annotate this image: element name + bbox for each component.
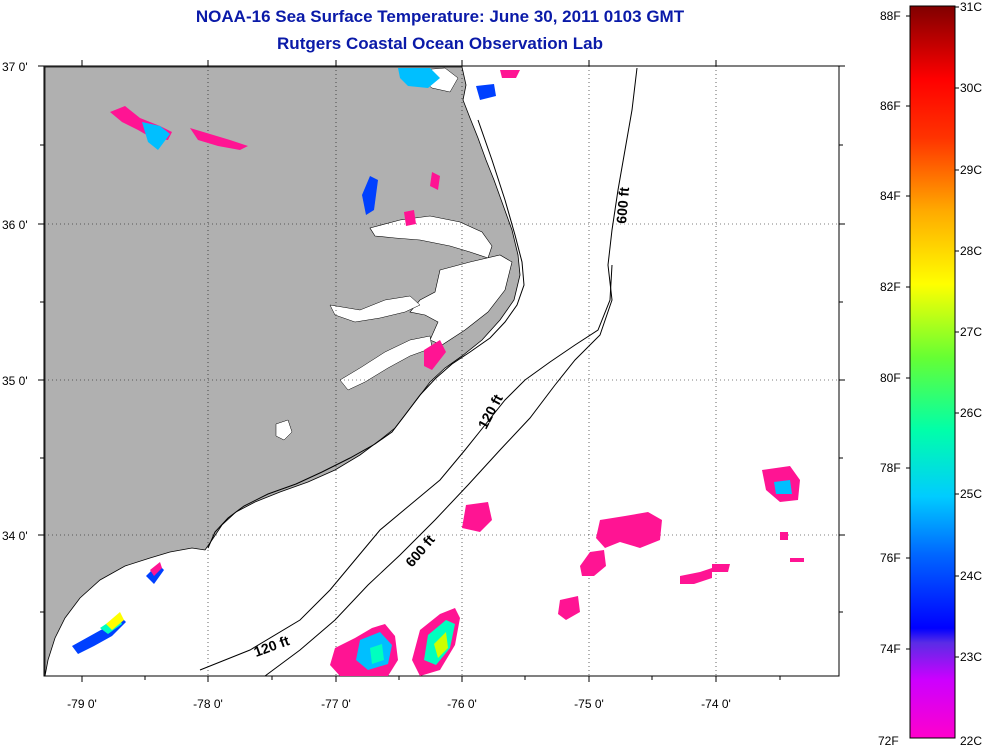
coastline-south <box>207 394 421 549</box>
lon-label-74: -74 0' <box>701 697 731 711</box>
sst-patches <box>72 68 804 676</box>
lon-label-76: -76 0' <box>447 697 477 711</box>
colorbar: 88F 86F 84F 82F 80F 78F 76F 74F 72F 31C … <box>878 0 982 748</box>
lat-label-37: 37 0' <box>2 60 28 74</box>
lon-label-75: -75 0' <box>574 697 604 711</box>
land-mass <box>44 66 521 677</box>
contour-120ft <box>199 264 613 671</box>
cb-f-82: 82F <box>880 280 901 294</box>
map-subtitle: Rutgers Coastal Ocean Observation Lab <box>277 34 603 53</box>
cb-c-28: 28C <box>960 244 982 258</box>
cb-c-25: 25C <box>960 487 982 501</box>
lon-label-79: -79 0' <box>67 697 97 711</box>
cb-c-31: 31C <box>960 0 982 14</box>
lake <box>275 419 293 441</box>
contour-600ft <box>264 67 638 677</box>
cb-f-76: 76F <box>880 551 901 565</box>
lon-label-78: -78 0' <box>193 697 223 711</box>
lat-label-36: 36 0' <box>2 218 28 232</box>
cb-f-84: 84F <box>880 189 901 203</box>
cb-f-74: 74F <box>880 642 901 656</box>
lat-label-34: 34 0' <box>2 529 28 543</box>
cb-c-22: 22C <box>960 734 982 748</box>
outer-banks <box>419 119 525 396</box>
lon-label-77: -77 0' <box>321 697 351 711</box>
cb-f-86: 86F <box>880 99 901 113</box>
cb-f-78: 78F <box>880 461 901 475</box>
contour-label-600-north: 600 ft <box>613 186 632 224</box>
cb-c-27: 27C <box>960 325 982 339</box>
cb-c-30: 30C <box>960 81 982 95</box>
cb-c-29: 29C <box>960 163 982 177</box>
colorbar-gradient <box>909 5 956 739</box>
pamlico-river <box>329 295 421 323</box>
cb-f-88: 88F <box>880 9 901 23</box>
lat-label-35: 35 0' <box>2 374 28 388</box>
cb-f-80: 80F <box>880 371 901 385</box>
lat-axis: 37 0' 36 0' 35 0' 34 0' <box>2 60 28 543</box>
axis-ticks <box>38 60 845 682</box>
cb-f-72: 72F <box>878 734 899 748</box>
cb-c-24: 24C <box>960 569 982 583</box>
map-title: NOAA-16 Sea Surface Temperature: June 30… <box>195 7 685 26</box>
lon-axis: -79 0' -78 0' -77 0' -76 0' -75 0' -74 0… <box>67 697 731 711</box>
cb-c-23: 23C <box>960 650 982 664</box>
cb-c-26: 26C <box>960 406 982 420</box>
